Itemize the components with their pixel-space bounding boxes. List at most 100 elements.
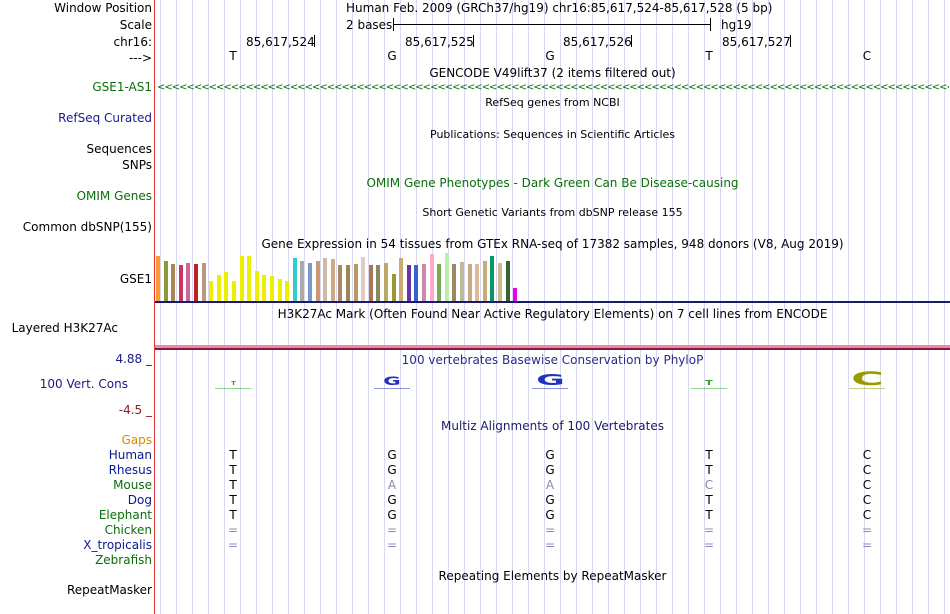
conservation-baseline [532, 388, 568, 389]
grid-line [592, 0, 593, 614]
conservation-baseline [849, 388, 885, 389]
alignment-base: C [704, 478, 714, 492]
grid-line [576, 0, 577, 614]
grid-line [480, 0, 481, 614]
gtex-tissue-bar[interactable] [338, 265, 343, 301]
repeatmasker-title: Repeating Elements by RepeatMasker [438, 569, 667, 583]
grid-line [240, 0, 241, 614]
sequences-track-label[interactable]: Sequences [86, 142, 152, 156]
gtex-tissue-bar[interactable] [482, 261, 487, 301]
gtex-tissue-bar[interactable] [194, 264, 198, 301]
gtex-tissue-bar[interactable] [323, 258, 328, 301]
reference-base[interactable]: T [705, 49, 713, 63]
alignment-base: G [545, 463, 555, 477]
gtex-tissue-bar[interactable] [300, 261, 305, 301]
gtex-tissue-bar[interactable] [513, 288, 518, 301]
grid-line [368, 0, 369, 614]
grid-line [672, 0, 673, 614]
h3k27ac-track-label[interactable]: Layered H3K27Ac [11, 321, 118, 335]
species-label[interactable]: Elephant [98, 508, 152, 522]
conservation-baseline [691, 388, 727, 389]
gtex-track-label[interactable]: GSE1 [119, 272, 152, 286]
gtex-tissue-bar[interactable] [178, 265, 183, 301]
grid-line [528, 0, 529, 614]
repeatmasker-track-label[interactable]: RepeatMasker [66, 583, 152, 597]
gtex-tissue-bar[interactable] [247, 256, 252, 301]
gtex-tissue-bar[interactable] [429, 254, 434, 301]
dbsnp-track-label[interactable]: Common dbSNP(155) [22, 220, 152, 234]
grid-line [544, 0, 545, 614]
cons-title: 100 vertebrates Basewise Conservation by… [401, 353, 704, 367]
refseq-track-label[interactable]: RefSeq Curated [58, 111, 152, 125]
gtex-tissue-bar[interactable] [216, 275, 221, 301]
gtex-tissue-bar[interactable] [475, 264, 480, 301]
gtex-tissue-bar[interactable] [186, 263, 191, 301]
gtex-tissue-bar[interactable] [239, 256, 244, 301]
gtex-tissue-bar[interactable] [460, 262, 464, 301]
gtex-tissue-bar[interactable] [353, 264, 358, 301]
gene-strand-arrows: <<<<<<<<<<<<<<<<<<<<<<<<<<<<<<<<<<<<<<<<… [157, 82, 949, 93]
gtex-tissue-bar[interactable] [376, 265, 381, 301]
gtex-tissue-bar[interactable] [422, 264, 426, 301]
gtex-tissue-bar[interactable] [384, 263, 388, 301]
species-label[interactable]: X_tropicalis [83, 538, 152, 552]
gtex-tissue-bar[interactable] [414, 265, 419, 301]
gtex-tissue-bar[interactable] [308, 263, 312, 301]
gtex-tissue-bar[interactable] [277, 279, 282, 301]
reference-base[interactable]: G [387, 49, 397, 63]
gtex-tissue-bar[interactable] [452, 264, 457, 301]
reference-base[interactable]: G [545, 49, 555, 63]
chrom-label: chr16: [113, 35, 152, 49]
gtex-tissue-bar[interactable] [391, 274, 396, 301]
gtex-tissue-bar[interactable] [156, 256, 160, 301]
species-label[interactable]: Mouse [113, 478, 152, 492]
gtex-tissue-bar[interactable] [399, 258, 404, 301]
species-label[interactable]: Rhesus [108, 463, 152, 477]
grid-line [224, 0, 225, 614]
gtex-tissue-bar[interactable] [444, 253, 449, 301]
gtex-tissue-bar[interactable] [368, 265, 373, 301]
species-label[interactable]: Human [108, 448, 152, 462]
gencode-track-label[interactable]: GSE1-AS1 [92, 80, 152, 94]
gtex-tissue-bar[interactable] [285, 281, 290, 301]
reference-base[interactable]: C [862, 49, 872, 63]
alignment-base: T [705, 463, 713, 477]
gtex-tissue-bar[interactable] [209, 281, 214, 301]
gtex-tissue-bar[interactable] [498, 263, 502, 301]
grid-line [624, 0, 625, 614]
cons-track-label[interactable]: 100 Vert. Cons [39, 377, 128, 391]
gtex-tissue-bar[interactable] [406, 265, 411, 301]
species-label[interactable]: Chicken [104, 523, 152, 537]
gtex-tissue-bar[interactable] [163, 261, 168, 301]
gtex-tissue-bar[interactable] [262, 275, 267, 301]
species-label[interactable]: Dog [127, 493, 152, 507]
gtex-tissue-bar[interactable] [437, 264, 442, 301]
gtex-tissue-bar[interactable] [171, 264, 176, 301]
alignment-base: = [544, 523, 556, 537]
grid-line [608, 0, 609, 614]
gtex-tissue-bar[interactable] [467, 264, 472, 301]
gtex-tissue-bar[interactable] [201, 263, 206, 301]
alignment-base: G [387, 463, 397, 477]
gtex-tissue-bar[interactable] [224, 272, 229, 301]
refseq-title: RefSeq genes from NCBI [485, 96, 620, 109]
gtex-tissue-bar[interactable] [346, 265, 350, 301]
alignment-base: G [545, 448, 555, 462]
gtex-tissue-bar[interactable] [505, 261, 510, 301]
reference-base[interactable]: T [229, 49, 237, 63]
species-label[interactable]: Zebrafish [95, 553, 152, 567]
gtex-bar-graph[interactable] [156, 252, 536, 301]
snps-track-label[interactable]: SNPs [122, 158, 152, 172]
gtex-tissue-bar[interactable] [330, 259, 335, 301]
grid-line [944, 0, 945, 614]
omim-track-label[interactable]: OMIM Genes [76, 189, 152, 203]
gtex-tissue-bar[interactable] [292, 258, 297, 301]
gencode-gene-line[interactable]: <<<<<<<<<<<<<<<<<<<<<<<<<<<<<<<<<<<<<<<<… [157, 81, 949, 93]
gtex-tissue-bar[interactable] [270, 276, 274, 301]
species-label[interactable]: Gaps [121, 433, 152, 447]
gtex-tissue-bar[interactable] [490, 256, 495, 301]
gtex-tissue-bar[interactable] [315, 261, 320, 301]
gtex-tissue-bar[interactable] [254, 271, 259, 301]
gtex-tissue-bar[interactable] [361, 257, 366, 301]
gtex-tissue-bar[interactable] [232, 281, 236, 301]
